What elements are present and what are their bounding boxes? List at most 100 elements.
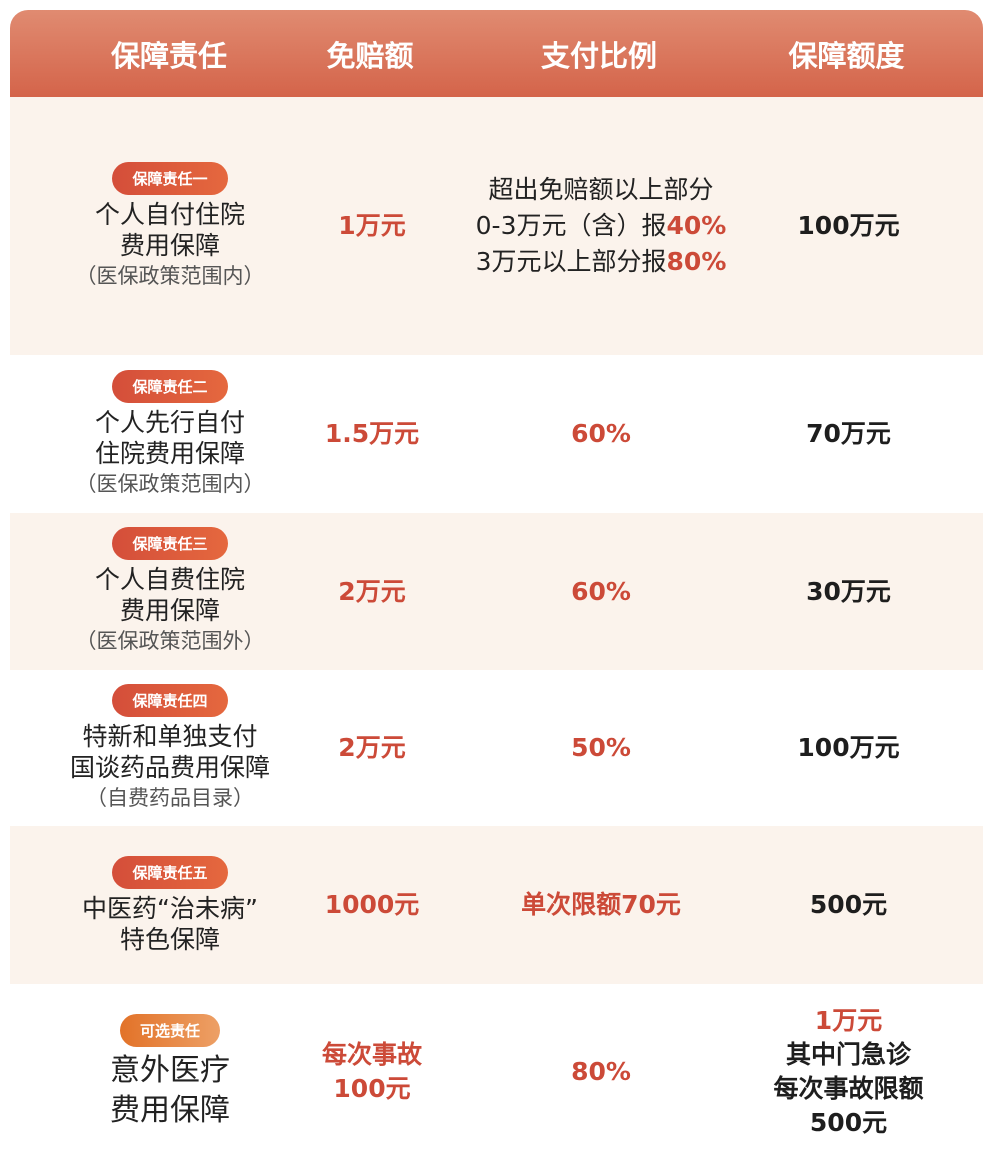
coverage-badge: 可选责任 <box>119 1013 220 1047</box>
coverage-note: （医保政策范围外） <box>75 629 265 653</box>
cell-text: 2万元 <box>338 576 406 606</box>
limit-cell: 1万元其中门急诊每次事故限额 500元 <box>746 1004 951 1140</box>
deductible-cell: 1.5万元 <box>288 417 456 451</box>
coverage-note: （自费药品目录） <box>86 785 254 810</box>
coverage-note: （医保政策范围内） <box>75 263 265 288</box>
coverage-title: 住院费用保障 <box>94 438 245 468</box>
cell-text: 100元 <box>333 1074 411 1103</box>
cell-text: 60% <box>571 576 631 606</box>
cell-line: 100万元 <box>797 209 899 243</box>
cell-line: 500元 <box>810 1106 887 1140</box>
cell-text: 超出免赔额以上部分 <box>488 175 714 204</box>
cell-text: 70万元 <box>806 419 891 448</box>
coverage-title: 特新和单独支付 <box>82 721 258 751</box>
cell-line: 50% <box>571 731 631 765</box>
cell-text: 每次事故 <box>321 1040 422 1069</box>
cell-line: 超出免赔额以上部分 <box>488 172 713 208</box>
coverage-cell: 保障责任四特新和单独支付 国谈药品费用保障 （自费药品目录） <box>10 683 330 813</box>
coverage-title: 个人先行自付 <box>94 407 245 437</box>
cell-text: 40% <box>666 211 727 240</box>
coverage-badge: 保障责任四 <box>112 683 228 717</box>
ratio-cell: 60% <box>456 417 746 451</box>
coverage-title: 个人自费住院 <box>94 565 245 594</box>
cell-line: 2万元 <box>338 731 405 765</box>
cell-line: 60% <box>571 417 631 451</box>
coverage-badge: 保障责任五 <box>112 855 228 889</box>
limit-cell: 100万元 <box>746 731 951 765</box>
cell-line: 2万元 <box>338 575 405 609</box>
cell-line: 0-3万元（含）报40% <box>476 208 727 244</box>
coverage-title: 特色保障 <box>119 924 220 954</box>
cell-line: 其中门急诊 <box>786 1038 911 1072</box>
limit-cell: 30万元 <box>746 575 951 609</box>
cell-text: 30万元 <box>806 576 891 606</box>
coverage-title: 费用保障 <box>110 1092 230 1128</box>
table-row: 保障责任四特新和单独支付 国谈药品费用保障 （自费药品目录） 2万元 50% 100万元 <box>10 670 983 826</box>
ratio-cell: 60% <box>456 575 746 609</box>
deductible-cell: 2万元 <box>288 575 456 609</box>
deductible-cell: 1万元 <box>288 209 456 243</box>
ratio-cell: 50% <box>456 731 746 765</box>
cell-line: 3万元以上部分报80% <box>476 244 727 280</box>
cell-line: 1000元 <box>325 888 420 922</box>
coverage-title: 中医药“治未病” <box>82 893 258 923</box>
cell-text: 2万元 <box>338 733 406 762</box>
cell-text: 每次事故限额 <box>773 1074 924 1103</box>
table-header: 保障责任 免赔额 支付比例 保障额度 <box>10 10 983 97</box>
coverage-title: 国谈药品费用保障 <box>69 752 270 782</box>
coverage-badge: 保障责任一 <box>112 161 228 195</box>
cell-text: 1.5万元 <box>324 419 420 448</box>
cell-line: 单次限额70元 <box>521 888 681 922</box>
limit-cell: 70万元 <box>746 417 951 451</box>
cell-text: 500元 <box>809 890 888 919</box>
table-row: 保障责任一 个人自付住院 费用保障 （医保政策范围内） 1万元 超出免赔额以上部分 0-3万… <box>10 97 983 355</box>
ratio-cell: 单次限额70元 <box>456 888 746 922</box>
deductible-cell: 每次事故 100元 <box>288 1038 456 1106</box>
table-row: 可选责任 意外医疗 费用保障 每次事故 100元 80% 1万元 其中门急诊 每次事故限额 500… <box>10 984 983 1160</box>
coverage-title: 费用保障 <box>119 596 220 625</box>
cell-line: 80% <box>571 1055 631 1089</box>
coverage-cell: 保障责任三个人自费住院 费用保障 （医保政策范围外） <box>10 527 330 656</box>
table-row: 保障责任二个人先行自付 住院费用保障 （医保政策范围内） 1.5万元 60% 70万元 <box>10 355 983 513</box>
cell-line: 每次事故限额 <box>773 1072 923 1106</box>
header-deductible: 免赔额 <box>326 38 414 73</box>
deductible-cell: 1000元 <box>288 888 456 922</box>
coverage-note: （医保政策范围内） <box>75 471 265 496</box>
cell-text: 100万元 <box>797 211 900 240</box>
coverage-cell: 保障责任一 个人自付住院 费用保障 （医保政策范围内） <box>10 161 330 291</box>
coverage-cell: 可选责任意外医疗费用保障 <box>10 1013 330 1131</box>
cell-line: 1万元 <box>815 1004 882 1038</box>
coverage-cell: 保障责任二个人先行自付 住院费用保障 （医保政策范围内） <box>10 369 330 499</box>
cell-line: 1.5万元 <box>325 417 419 451</box>
limit-cell: 500元 <box>746 888 951 922</box>
ratio-cell: 80% <box>456 1055 746 1089</box>
cell-text: 1万元 <box>338 211 406 240</box>
coverage-cell: 保障责任五中医药“治未病” 特色保障 <box>10 855 330 955</box>
cell-text: 1万元 <box>814 1006 883 1035</box>
coverage-table: 保障责任 免赔额 支付比例 保障额度 保障责任一 个人自付住院 费用保障 （医保政策范… <box>10 10 983 1160</box>
table-row: 保障责任五 中医药“治未病” 特色保障 1000元 单次限额70元 500元 <box>10 826 983 984</box>
coverage-badge: 保障责任三 <box>112 527 228 560</box>
cell-line: 100万元 <box>797 731 899 765</box>
cell-line: 1万元 <box>338 209 405 243</box>
table-row: 保障责任三个人自费住院 费用保障 （医保政策范围外） 2万元 60% 30万元 <box>10 513 983 670</box>
cell-line: 70万元 <box>806 417 891 451</box>
cell-text: 500元 <box>809 1108 888 1137</box>
coverage-title: 费用保障 <box>119 230 220 260</box>
limit-cell: 100万元 <box>746 209 951 243</box>
cell-line: 30万元 <box>806 575 891 609</box>
cell-text: 80% <box>571 1057 631 1086</box>
coverage-badge: 保障责任二 <box>112 369 228 403</box>
header-limit: 保障额度 <box>788 38 905 73</box>
deductible-cell: 2万元 <box>288 731 456 765</box>
cell-text: 1000元 <box>324 890 420 919</box>
cell-line: 100元 <box>333 1072 410 1106</box>
cell-text: 60% <box>571 419 631 448</box>
cell-text: 其中门急诊 <box>785 1040 911 1069</box>
cell-text: 80% <box>666 247 727 276</box>
cell-text: 50% <box>571 733 631 762</box>
ratio-cell: 超出免赔额以上部分 0-3万元（含）报40% 3万元以上部分报80% <box>456 172 746 280</box>
cell-text: 100万元 <box>797 733 900 762</box>
cell-line: 500元 <box>810 888 887 922</box>
coverage-title: 意外医疗 <box>110 1052 230 1088</box>
